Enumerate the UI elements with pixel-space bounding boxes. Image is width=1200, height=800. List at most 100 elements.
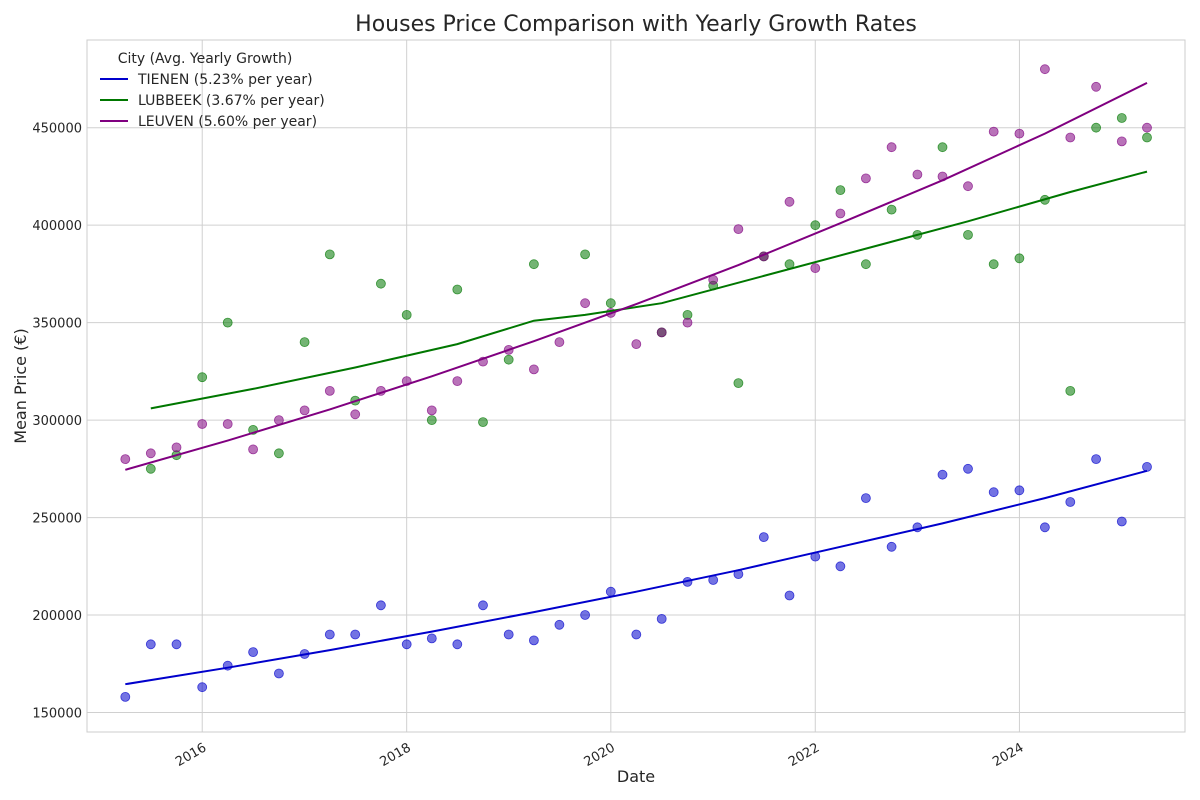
x-tick-label: 2024 [990, 740, 1026, 770]
data-point [861, 173, 871, 184]
y-axis-label: Mean Price (€) [11, 328, 30, 443]
data-point [784, 590, 795, 601]
data-point [1065, 497, 1076, 507]
data-point [1091, 122, 1101, 133]
data-point [988, 126, 999, 137]
data-point [1040, 64, 1050, 75]
y-tick-label: 150000 [32, 707, 82, 722]
data-point [810, 220, 821, 231]
data-point [988, 487, 999, 498]
data-point [145, 448, 156, 459]
data-point [810, 263, 821, 274]
data-point [1014, 253, 1025, 264]
data-point [733, 224, 744, 235]
data-point [197, 419, 208, 429]
x-tick-label: 2018 [378, 740, 414, 770]
data-point [1065, 132, 1076, 143]
data-point [580, 249, 590, 260]
data-point [120, 692, 131, 702]
data-point [682, 317, 693, 328]
data-point [912, 169, 923, 180]
data-point [145, 639, 156, 650]
data-point [324, 629, 335, 640]
data-point [197, 372, 208, 383]
data-point [1116, 113, 1127, 123]
data-point [452, 639, 463, 650]
data-point [350, 629, 361, 640]
data-point [1142, 461, 1152, 472]
data-point [478, 600, 488, 611]
trend-line [125, 82, 1148, 471]
legend-label: TIENEN (5.23% per year) [137, 72, 313, 88]
legend-label: LUBBEEK (3.67% per year) [138, 93, 325, 109]
data-point [529, 635, 539, 646]
data-point [937, 142, 948, 153]
legend-label: LEUVEN (5.60% per year) [138, 114, 317, 130]
data-point [886, 541, 897, 552]
data-point [248, 647, 259, 657]
x-tick-label: 2022 [786, 740, 822, 770]
data-point [1116, 136, 1127, 147]
data-point [426, 405, 437, 416]
x-tick-label: 2020 [582, 740, 618, 770]
data-point [171, 442, 182, 453]
data-point [656, 614, 667, 624]
data-point [631, 629, 642, 640]
data-point [478, 417, 488, 428]
legend: City (Avg. Yearly Growth) TIENEN (5.23% … [100, 51, 325, 130]
data-point [452, 376, 463, 387]
data-point [197, 682, 208, 693]
data-point [1091, 81, 1101, 92]
y-tick-label: 400000 [32, 219, 82, 234]
legend-title: City (Avg. Yearly Growth) [118, 51, 293, 67]
data-point [426, 633, 437, 644]
data-point [1014, 485, 1025, 496]
data-point [835, 185, 846, 196]
data-point [426, 415, 437, 426]
y-axis: 150000 200000 250000 300000 350000 400000 4500… [32, 122, 82, 722]
x-axis: 2016 2018 2020 2022 2024 [173, 740, 1026, 770]
data-point [554, 619, 565, 630]
data-point [580, 298, 590, 309]
data-point [733, 378, 744, 389]
data-point [886, 204, 897, 215]
data-point [299, 405, 310, 416]
data-point [784, 196, 795, 207]
data-point [1065, 385, 1076, 396]
data-point [1040, 522, 1050, 533]
data-point [1014, 128, 1025, 139]
data-point [1116, 516, 1127, 527]
plot-area [120, 64, 1152, 702]
data-point [937, 469, 948, 480]
data-point [963, 463, 973, 474]
data-point [988, 259, 999, 270]
y-tick-label: 350000 [32, 317, 82, 332]
data-point [580, 610, 590, 620]
data-point [605, 586, 616, 597]
x-axis-label: Date [617, 767, 655, 786]
series-group [145, 113, 1152, 474]
data-point [835, 208, 846, 219]
data-point [656, 327, 667, 338]
data-point [758, 532, 769, 542]
data-point [631, 339, 642, 350]
grid [87, 40, 1185, 732]
x-tick-label: 2016 [173, 740, 209, 770]
data-point [324, 249, 335, 260]
y-tick-label: 450000 [32, 122, 82, 137]
data-point [222, 419, 233, 429]
data-point [375, 600, 386, 611]
data-point [350, 409, 361, 420]
trend-line [150, 170, 1148, 410]
data-point [299, 337, 310, 348]
data-point [503, 354, 514, 365]
series-group [120, 64, 1152, 465]
data-point [963, 181, 973, 192]
data-point [529, 364, 539, 375]
y-tick-label: 300000 [32, 414, 82, 429]
data-point [554, 337, 565, 348]
data-point [861, 259, 871, 270]
data-point [375, 278, 386, 289]
data-point [861, 493, 871, 504]
